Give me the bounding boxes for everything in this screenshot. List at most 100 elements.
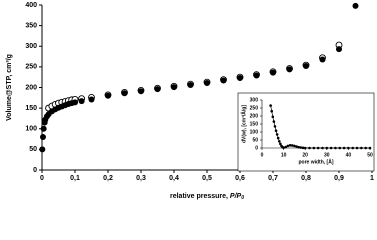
data-point [279, 142, 282, 146]
data-point [352, 2, 359, 9]
data-point [364, 146, 367, 150]
inset-chart: 0 10 20 30 40 50 0 50 100 150 200 250 300 pore width,… [237, 92, 375, 172]
data-point [316, 146, 320, 150]
data-point [72, 99, 78, 106]
data-point [253, 72, 260, 79]
data-point [237, 75, 243, 82]
data-point [360, 146, 363, 150]
data-point [272, 120, 276, 123]
data-point [286, 66, 293, 73]
data-point [275, 133, 279, 136]
x-tick-label: 0 [40, 175, 44, 182]
y-axis-label: Volume@STP, cm³/g [6, 54, 13, 121]
data-point [351, 146, 355, 150]
data-point [187, 82, 194, 89]
x-tick-label: 0,6 [235, 175, 245, 182]
x-tick-label: 0,4 [169, 175, 179, 182]
data-point [293, 144, 296, 148]
x-axis-label: pore width, [Å] [299, 158, 334, 165]
data-point [329, 146, 333, 150]
data-point [171, 84, 177, 91]
x-tick-label: 30 [324, 152, 330, 158]
x-tick-label: 0,2 [103, 175, 113, 182]
x-tick-label: 0,1 [70, 175, 80, 182]
x-tick-label: 1 [370, 175, 374, 182]
x-tick-label: 0,3 [136, 175, 146, 182]
data-point [347, 146, 350, 150]
data-point [39, 146, 46, 153]
data-point [270, 109, 274, 113]
data-point [270, 69, 276, 76]
data-point [288, 143, 292, 147]
data-point [154, 86, 161, 93]
data-point [39, 134, 46, 140]
data-point [274, 129, 278, 133]
data-point [368, 146, 372, 150]
data-point [286, 144, 290, 148]
x-tick-label: 0,7 [268, 175, 278, 182]
data-point [295, 145, 298, 148]
data-point [321, 146, 324, 150]
x-axis-label-var: P/P [230, 193, 242, 200]
data-point [273, 125, 277, 128]
y-tick-label: 50 [29, 146, 37, 153]
data-point [301, 146, 305, 150]
data-point [338, 146, 342, 150]
data-point [282, 146, 285, 149]
data-point [276, 136, 280, 140]
data-point [342, 146, 346, 150]
data-point [220, 77, 227, 84]
y-tick-label: 250 [25, 64, 37, 71]
x-tick-label: 40 [346, 152, 352, 158]
x-tick-label: 0,9 [334, 175, 344, 182]
x-tick-label: 0,8 [301, 175, 311, 182]
x-tick-label: 0 [261, 152, 264, 158]
data-point [40, 125, 47, 132]
data-point [88, 96, 95, 103]
data-point [78, 98, 85, 105]
y-axis-label: dV(w), [cm³/Å/g] [240, 105, 247, 143]
data-point [284, 145, 288, 149]
data-point [336, 46, 342, 53]
main-chart: 0 0,1 0,2 0,3 0,4 0,5 0,6 0,7 0,8 0,9 105010015020… [6, 2, 374, 201]
x-tick-label: 10 [281, 152, 287, 158]
chart: 0 0,1 0,2 0,3 0,4 0,5 0,6 0,7 0,8 0,9 105010015020… [6, 2, 375, 201]
y-tick-label: 200 [250, 113, 259, 119]
y-tick-label: 100 [250, 129, 259, 135]
y-tick-label: 400 [25, 2, 37, 9]
data-point [325, 146, 329, 150]
data-point [334, 146, 337, 150]
y-tick-label: 100 [25, 126, 37, 133]
y-tick-label: 0 [255, 145, 258, 151]
x-tick-label: 20 [302, 152, 308, 158]
data-point [121, 90, 128, 97]
data-point [138, 88, 144, 95]
y-tick-label: 250 [250, 105, 259, 111]
y-tick-label: 300 [250, 97, 259, 103]
data-point [355, 146, 359, 150]
x-tick-label: 50 [367, 152, 373, 158]
y-tick-label: 150 [25, 105, 37, 112]
data-point [297, 145, 301, 149]
data-point [204, 79, 210, 86]
data-point [312, 146, 316, 150]
x-axis-label-sub: 0 [241, 195, 244, 201]
data-point [319, 56, 326, 63]
data-point [303, 63, 309, 70]
y-tick-label: 350 [25, 22, 37, 29]
data-point [269, 104, 272, 107]
y-tick-label: 300 [25, 43, 37, 50]
y-tick-label: 0 [33, 167, 37, 174]
x-axis-label-text: relative pressure, [170, 193, 230, 200]
data-point [303, 146, 307, 150]
data-point [277, 139, 281, 143]
x-axis-label: relative pressure, P/P0 [170, 193, 244, 201]
y-tick-label: 50 [252, 137, 258, 143]
y-tick-label: 150 [250, 121, 259, 127]
data-point [290, 144, 294, 147]
data-point [299, 146, 303, 149]
y-tick-label: 200 [25, 84, 37, 91]
data-point [308, 146, 311, 150]
x-tick-label: 0,5 [202, 175, 212, 182]
data-point [105, 92, 111, 99]
